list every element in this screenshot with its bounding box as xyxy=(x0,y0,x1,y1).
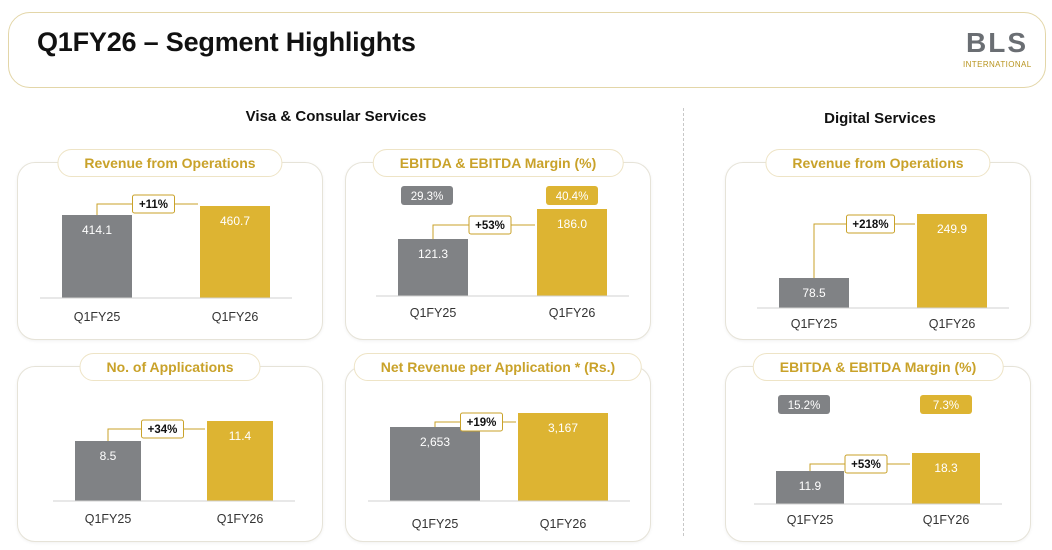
bar-value-label: 2,653 xyxy=(420,435,450,449)
bar-value-label: 249.9 xyxy=(937,222,967,236)
growth-badge xyxy=(468,215,512,235)
margin-badge xyxy=(778,395,830,414)
category-label: Q1FY26 xyxy=(923,513,970,527)
page-title: Q1FY26 – Segment Highlights xyxy=(37,27,416,57)
bar-q1fy25 xyxy=(62,215,132,298)
header-banner: Q1FY26 – Segment Highlights BLS INTERNAT… xyxy=(8,12,1046,88)
category-label: Q1FY26 xyxy=(929,317,976,331)
growth-badge xyxy=(460,412,503,432)
growth-badge xyxy=(132,194,175,214)
card-title: No. of Applications xyxy=(79,353,261,381)
bar-value-label: 3,167 xyxy=(548,421,578,435)
card-digital-revenue: Revenue from Operations 78.5 Q1FY25 249.9 Q… xyxy=(725,149,1031,340)
bar-q1fy25 xyxy=(779,278,849,308)
card-visa-applications: No. of Applications 8.5 Q1FY25 11.4 Q1FY26 +… xyxy=(17,353,323,542)
margin-label: 7.3% xyxy=(933,400,959,412)
bar-q1fy26 xyxy=(537,209,607,296)
card-title: Revenue from Operations xyxy=(57,149,283,177)
bar-q1fy26 xyxy=(912,453,980,504)
category-label: Q1FY25 xyxy=(791,317,838,331)
card-title: Net Revenue per Application * (Rs.) xyxy=(353,353,643,381)
card-title: Revenue from Operations xyxy=(765,149,991,177)
margin-badge xyxy=(920,395,972,414)
growth-label: +53% xyxy=(475,220,505,232)
bar-q1fy25 xyxy=(398,239,468,296)
chart-visa-applications: 8.5 Q1FY25 11.4 Q1FY26 +34% xyxy=(53,419,295,526)
bar-value-label: 186.0 xyxy=(557,217,587,231)
category-label: Q1FY25 xyxy=(787,513,834,527)
bar-q1fy25 xyxy=(75,441,141,501)
logo-wordmark: BLS xyxy=(966,27,1028,58)
category-label: Q1FY25 xyxy=(85,512,132,526)
growth-label: +19% xyxy=(467,417,497,429)
bar-q1fy26 xyxy=(200,206,270,298)
chart-digital-revenue: 78.5 Q1FY25 249.9 Q1FY26 +218% xyxy=(757,214,1009,331)
margin-badge xyxy=(401,186,453,205)
bar-value-label: 460.7 xyxy=(220,214,250,228)
section-title-visa: Visa & Consular Services xyxy=(245,108,427,125)
bar-value-label: 18.3 xyxy=(934,461,958,475)
section-divider xyxy=(683,108,684,536)
bar-value-label: 8.5 xyxy=(100,449,117,463)
category-label: Q1FY26 xyxy=(212,310,259,324)
chart-visa-revenue: 414.1 Q1FY25 460.7 Q1FY26 +11% xyxy=(40,194,292,324)
growth-label: +53% xyxy=(851,459,881,471)
bar-value-label: 78.5 xyxy=(802,286,826,300)
category-label: Q1FY25 xyxy=(412,517,459,531)
bar-q1fy25 xyxy=(390,427,480,501)
bar-value-label: 11.9 xyxy=(799,479,822,493)
bar-q1fy26 xyxy=(917,214,987,308)
chart-visa-net-revenue: 2,653 Q1FY25 3,167 Q1FY26 +19% xyxy=(368,412,630,531)
card-visa-net-revenue: Net Revenue per Application * (Rs.) 2,65… xyxy=(345,353,651,542)
growth-label: +34% xyxy=(148,424,178,436)
bar-value-label: 121.3 xyxy=(418,247,448,261)
company-logo: BLS INTERNATIONAL xyxy=(963,27,1032,70)
chart-visa-ebitda: 121.3 Q1FY25 186.0 Q1FY26 +53% 29.3% 40.4% xyxy=(376,186,629,320)
growth-label: +218% xyxy=(852,219,888,231)
bar-value-label: 11.4 xyxy=(229,429,252,443)
category-label: Q1FY25 xyxy=(74,310,121,324)
card-title: EBITDA & EBITDA Margin (%) xyxy=(372,149,624,177)
logo-subtitle: INTERNATIONAL xyxy=(963,60,1032,69)
margin-label: 29.3% xyxy=(411,191,444,203)
growth-badge xyxy=(844,454,888,474)
bar-q1fy26 xyxy=(207,421,273,501)
category-label: Q1FY26 xyxy=(540,517,587,531)
growth-label: +11% xyxy=(139,199,168,211)
category-label: Q1FY25 xyxy=(410,306,457,320)
growth-badge xyxy=(141,419,184,439)
bar-value-label: 414.1 xyxy=(82,223,112,237)
section-title-digital: Digital Services xyxy=(824,110,936,127)
card-digital-ebitda: EBITDA & EBITDA Margin (%) 11.9 Q1FY25 18.… xyxy=(725,353,1031,542)
bar-q1fy25 xyxy=(776,471,844,504)
category-label: Q1FY26 xyxy=(549,306,596,320)
card-visa-revenue: Revenue from Operations 414.1 Q1FY25 460.7… xyxy=(17,149,323,340)
chart-digital-ebitda: 11.9 Q1FY25 18.3 Q1FY26 +53% 15.2% 7.3% xyxy=(754,395,1002,527)
margin-badge xyxy=(546,186,598,205)
margin-label: 40.4% xyxy=(556,191,589,203)
bar-q1fy26 xyxy=(518,413,608,501)
margin-label: 15.2% xyxy=(788,400,821,412)
card-title: EBITDA & EBITDA Margin (%) xyxy=(752,353,1004,381)
card-visa-ebitda: EBITDA & EBITDA Margin (%) 121.3 Q1FY25 18… xyxy=(345,149,651,340)
category-label: Q1FY26 xyxy=(217,512,264,526)
growth-badge xyxy=(846,214,895,234)
